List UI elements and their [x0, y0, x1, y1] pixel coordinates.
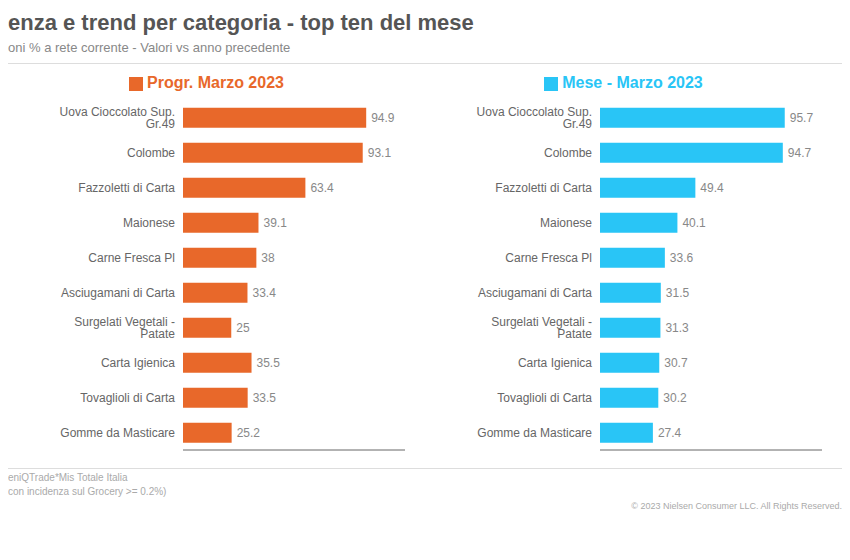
svg-text:33.4: 33.4	[252, 286, 276, 300]
svg-text:38: 38	[261, 251, 275, 265]
svg-text:Uova Cioccolato Sup.Gr.49: Uova Cioccolato Sup.Gr.49	[60, 105, 176, 131]
html-text:enza e trend per categoria - t: enza e trend per categoria - top ten del…	[8, 10, 474, 35]
svg-text:Surgelati Vegetali -Patate: Surgelati Vegetali -Patate	[74, 315, 175, 341]
svg-text:30.2: 30.2	[663, 391, 687, 405]
svg-text:95.7: 95.7	[790, 111, 814, 125]
svg-text:31.5: 31.5	[666, 286, 690, 300]
svg-text:35.5: 35.5	[257, 356, 281, 370]
svg-text:Tovaglioli di Carta: Tovaglioli di Carta	[80, 391, 175, 405]
svg-text:Carta Igienica: Carta Igienica	[518, 356, 592, 370]
svg-text:Asciugamani di Carta: Asciugamani di Carta	[61, 286, 175, 300]
svg-text:93.1: 93.1	[368, 146, 392, 160]
svg-text:49.4: 49.4	[700, 181, 724, 195]
svg-text:63.4: 63.4	[310, 181, 334, 195]
svg-text:Fazzoletti di Carta: Fazzoletti di Carta	[495, 181, 592, 195]
svg-text:Gomme da Masticare: Gomme da Masticare	[60, 426, 175, 440]
html-text:eniQTrade*Mis Totale Italia: eniQTrade*Mis Totale Italia	[8, 472, 128, 483]
svg-text:Maionese: Maionese	[123, 216, 175, 230]
svg-text:31.3: 31.3	[665, 321, 689, 335]
svg-text:Colombe: Colombe	[544, 146, 592, 160]
svg-text:Carne Fresca Pl: Carne Fresca Pl	[88, 251, 175, 265]
svg-text:39.1: 39.1	[263, 216, 287, 230]
html-text:Mese - Marzo 2023: Mese - Marzo 2023	[562, 74, 703, 91]
svg-text:Surgelati Vegetali -Patate: Surgelati Vegetali -Patate	[491, 315, 592, 341]
svg-text:Gomme da Masticare: Gomme da Masticare	[477, 426, 592, 440]
html-text:con incidenza sul Grocery >= 0: con incidenza sul Grocery >= 0.2%)	[8, 486, 167, 497]
svg-text:30.7: 30.7	[664, 356, 688, 370]
html-text:Progr. Marzo 2023: Progr. Marzo 2023	[147, 74, 284, 91]
html-text:oni % a rete corrente - Valori: oni % a rete corrente - Valori vs anno p…	[8, 40, 291, 55]
svg-text:Tovaglioli di Carta: Tovaglioli di Carta	[497, 391, 592, 405]
svg-text:Uova Cioccolato Sup.Gr.49: Uova Cioccolato Sup.Gr.49	[477, 105, 593, 131]
svg-text:Carta Igienica: Carta Igienica	[101, 356, 175, 370]
svg-text:Carne Fresca Pl: Carne Fresca Pl	[505, 251, 592, 265]
svg-text:Asciugamani di Carta: Asciugamani di Carta	[478, 286, 592, 300]
svg-text:94.7: 94.7	[788, 146, 812, 160]
svg-text:94.9: 94.9	[371, 111, 395, 125]
svg-text:33.6: 33.6	[670, 251, 694, 265]
svg-text:25: 25	[236, 321, 250, 335]
html-text:© 2023 Nielsen Consumer LLC. A: © 2023 Nielsen Consumer LLC. All Rights …	[631, 501, 842, 511]
svg-text:25.2: 25.2	[237, 426, 261, 440]
svg-text:33.5: 33.5	[253, 391, 277, 405]
svg-text:40.1: 40.1	[682, 216, 706, 230]
svg-text:27.4: 27.4	[658, 426, 682, 440]
svg-text:Fazzoletti di Carta: Fazzoletti di Carta	[78, 181, 175, 195]
svg-text:Maionese: Maionese	[540, 216, 592, 230]
svg-text:Colombe: Colombe	[127, 146, 175, 160]
